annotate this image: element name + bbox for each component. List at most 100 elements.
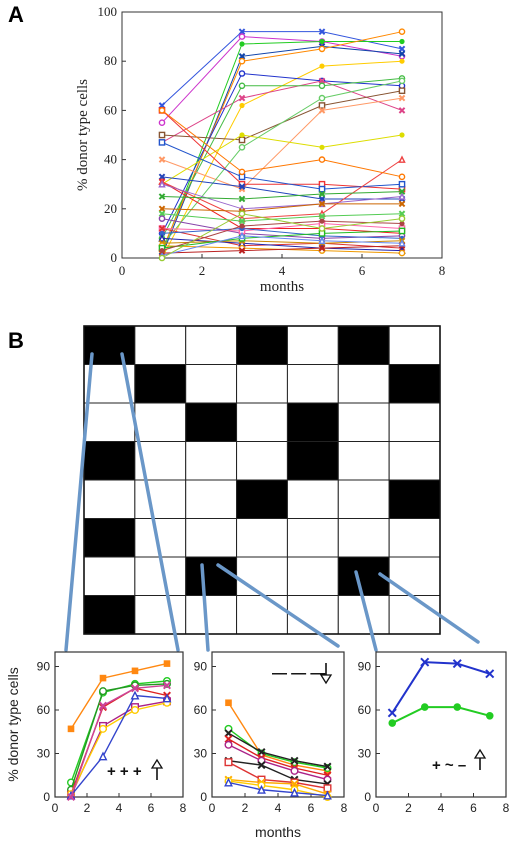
data-point [158, 254, 166, 262]
series-line [161, 31, 403, 251]
data-point [131, 667, 139, 675]
data-point [318, 200, 326, 208]
grid-cell [337, 441, 390, 481]
data-point [224, 740, 233, 749]
grid-cell [337, 364, 390, 404]
data-point [66, 792, 76, 802]
arrow-down-icon [319, 663, 333, 685]
grid-cell [236, 402, 288, 442]
data-point [319, 38, 325, 45]
data-point [238, 28, 246, 35]
pattern-annotation: — — — [272, 665, 325, 682]
data-point [318, 77, 326, 85]
data-point [98, 751, 108, 761]
series-line [161, 110, 403, 178]
data-point [398, 45, 406, 53]
series-1 [388, 703, 494, 727]
y-tick-label: 0 [43, 790, 50, 804]
grid-cell [134, 595, 187, 635]
series-line [161, 213, 403, 222]
data-point [162, 693, 172, 703]
data-point [98, 687, 107, 696]
y-tick-label: 60 [104, 102, 117, 117]
chart-b1: 0 2 4 6 8 0 30 60 90 % donor type cells + + + [5, 651, 187, 815]
data-point [485, 669, 495, 679]
data-point [420, 657, 430, 667]
data-point [238, 195, 246, 203]
series-line [161, 227, 403, 249]
series-line [161, 223, 403, 232]
x-tick-label: 0 [373, 801, 380, 815]
series-0 [387, 657, 495, 718]
data-point [398, 215, 406, 222]
data-point [319, 63, 325, 69]
series-line [161, 176, 402, 200]
series-0 [67, 660, 171, 733]
data-point [318, 94, 326, 102]
data-point [224, 758, 233, 767]
data-point [239, 132, 245, 138]
pattern-annotation: + ~ – [432, 757, 466, 774]
data-point [238, 33, 246, 40]
data-point [98, 701, 108, 710]
data-point [159, 230, 165, 236]
grid-cell [286, 364, 339, 404]
y-tick-label: 80 [104, 53, 117, 68]
grid-cell [337, 325, 390, 365]
data-point [318, 185, 326, 193]
data-point [388, 719, 397, 727]
x-tick-label: 4 [438, 801, 445, 815]
grid-cell [185, 595, 238, 635]
data-point [158, 173, 166, 181]
data-point [318, 190, 326, 198]
data-point [67, 725, 75, 733]
series-line [70, 694, 168, 796]
x-tick-label: 4 [279, 263, 286, 278]
x-tick-label: 6 [359, 263, 366, 278]
series-line [161, 181, 403, 234]
data-point [238, 57, 246, 65]
series-line [228, 744, 328, 781]
data-point [159, 248, 165, 254]
grid-cell [185, 441, 238, 481]
data-point [399, 38, 405, 45]
series-line [161, 159, 403, 220]
x-tick-label: 8 [503, 801, 510, 815]
series-line [228, 760, 328, 785]
grid-cell [286, 479, 339, 519]
data-point [318, 236, 326, 245]
x-tick-label: 6 [470, 801, 477, 815]
connector-line [120, 352, 180, 652]
data-point [163, 660, 171, 667]
data-point [130, 690, 140, 700]
data-point [238, 183, 246, 190]
data-point [387, 708, 397, 718]
x-tick-label: 0 [52, 801, 59, 815]
y-tick-label: 60 [358, 703, 372, 717]
data-point [98, 724, 107, 733]
grid-cell [134, 364, 187, 404]
grid-cell [134, 479, 187, 519]
data-point [158, 193, 166, 200]
data-point [398, 192, 406, 200]
y-tick-label: 90 [194, 660, 208, 674]
data-point [224, 734, 233, 744]
data-point [420, 703, 429, 711]
data-point [398, 210, 406, 218]
grid-cell [185, 364, 238, 404]
grid-cell [185, 518, 238, 558]
grid-cell [388, 556, 441, 596]
data-point [452, 659, 462, 669]
x-tick-label: 4 [275, 801, 282, 815]
data-point [319, 144, 325, 150]
series-line [228, 761, 328, 789]
series-9 [224, 777, 332, 800]
series-line [70, 683, 168, 790]
data-point [238, 82, 246, 90]
series-line [228, 732, 328, 768]
series-line [161, 235, 403, 257]
x-tick-label: 8 [180, 801, 187, 815]
data-point [318, 212, 326, 220]
series-34 [158, 107, 406, 181]
